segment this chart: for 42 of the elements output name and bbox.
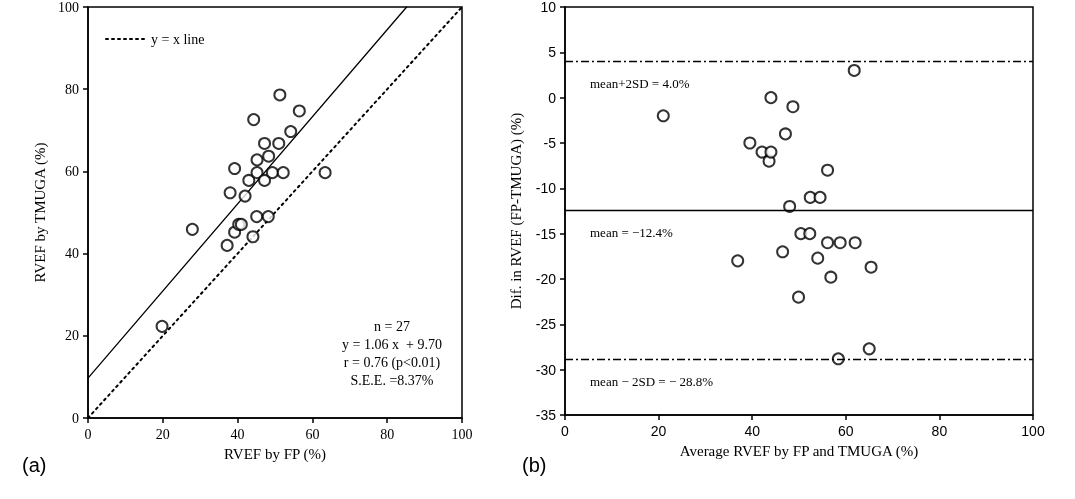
x-tick-label: 60 — [838, 423, 854, 439]
x-tick-label: 40 — [230, 426, 245, 442]
annotation: r = 0.76 (p<0.01) — [343, 354, 441, 371]
x-tick-label: 20 — [155, 426, 170, 442]
y-tick-label: 60 — [65, 163, 79, 179]
ref-line-label: mean = −12.4% — [590, 225, 674, 241]
x-tick-label: 0 — [84, 426, 92, 442]
x-axis-title: RVEF by FP (%) — [223, 445, 327, 463]
y-tick-label: 5 — [548, 44, 557, 61]
y-tick-label: -10 — [535, 180, 557, 197]
y-tick-label: 100 — [58, 0, 79, 15]
x-tick-label: 0 — [561, 423, 570, 439]
y-axis-title: RVEF by TMUGA (%) — [31, 142, 49, 283]
x-tick-label: 60 — [305, 426, 320, 442]
y-tick-label: 0 — [548, 89, 557, 106]
y-tick-label: -35 — [535, 407, 557, 423]
y-tick-label: 40 — [65, 246, 79, 262]
y-tick-label: 20 — [65, 328, 79, 344]
y-tick-label: 0 — [72, 410, 79, 426]
x-tick-label: 80 — [380, 426, 395, 442]
x-tick-label: 40 — [744, 423, 761, 439]
text: (a) — [22, 454, 47, 476]
annotation: n = 27 — [374, 318, 410, 334]
x-tick-label: 20 — [650, 423, 667, 439]
y-tick-label: -25 — [535, 316, 557, 333]
ref-line-label: mean+2SD = 4.0% — [590, 76, 690, 92]
x-tick-label: 100 — [451, 426, 473, 442]
annotation: y = 1.06 x + 9.70 — [342, 336, 442, 352]
x-tick-label: 100 — [1021, 423, 1045, 439]
y-tick-label: 80 — [65, 81, 79, 97]
y-tick-label: -5 — [543, 135, 557, 151]
y-tick-label: -15 — [535, 225, 557, 242]
ref-line-label: mean − 2SD = − 28.8% — [590, 373, 714, 389]
text: (b) — [522, 454, 547, 476]
x-tick-label: 80 — [931, 423, 948, 439]
y-tick-label: -20 — [535, 271, 557, 287]
y-tick-label: 10 — [540, 0, 557, 15]
y-axis-title: Dif. in RVEF (FP-TMUGA) (%) — [507, 112, 525, 310]
x-axis-title: Average RVEF by FP and TMUGA (%) — [679, 442, 919, 460]
annotation: S.E.E. =8.37% — [350, 372, 434, 388]
legend-label: y = x line — [151, 31, 205, 47]
y-tick-label: -30 — [535, 361, 557, 378]
